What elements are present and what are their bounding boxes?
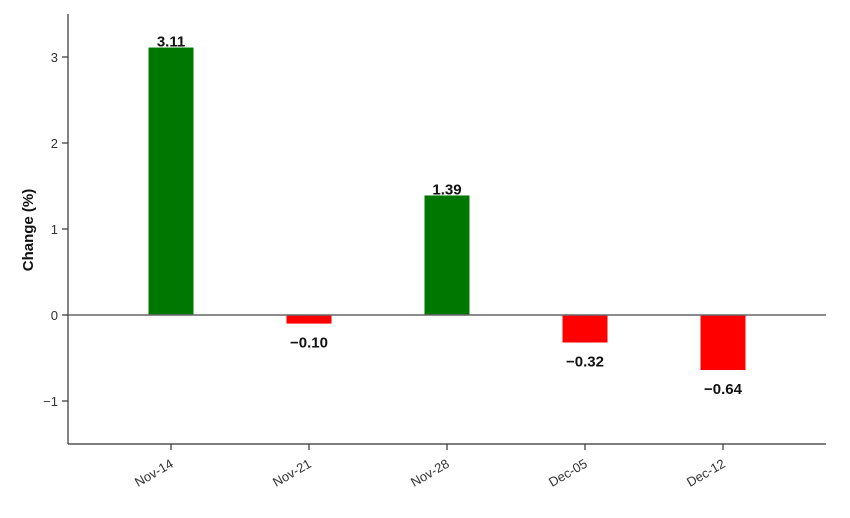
bar: [700, 315, 746, 371]
y-tick-label: 3: [51, 50, 58, 65]
bar: [286, 315, 332, 324]
x-tick-label: Dec-12: [684, 456, 728, 490]
bar-value-label: −0.10: [290, 335, 328, 352]
y-axis: −1 0 1 2 3: [43, 14, 69, 444]
bars: [68, 47, 826, 371]
x-axis: Nov-14 Nov-21 Nov-28 Dec-05 Dec-12: [68, 443, 826, 490]
bar-value-label: 1.39: [432, 181, 461, 198]
y-axis-title: Change (%): [20, 189, 37, 272]
bar: [562, 315, 608, 343]
value-labels: 3.11 −0.10 1.39 −0.32 −0.64: [157, 34, 743, 399]
bar-value-label: −0.64: [704, 381, 743, 398]
bar: [424, 195, 470, 315]
bar-value-label: 3.11: [157, 34, 185, 51]
bar-value-label: −0.32: [566, 354, 604, 371]
y-tick-label: −1: [43, 394, 58, 409]
y-tick-label: 0: [51, 308, 58, 323]
y-tick-label: 2: [51, 136, 58, 151]
x-tick-label: Nov-14: [132, 456, 176, 490]
x-tick-label: Nov-21: [270, 456, 314, 490]
x-tick-label: Nov-28: [408, 456, 452, 490]
y-tick-label: 1: [51, 222, 58, 237]
bar: [148, 47, 194, 315]
x-tick-label: Dec-05: [546, 456, 590, 490]
